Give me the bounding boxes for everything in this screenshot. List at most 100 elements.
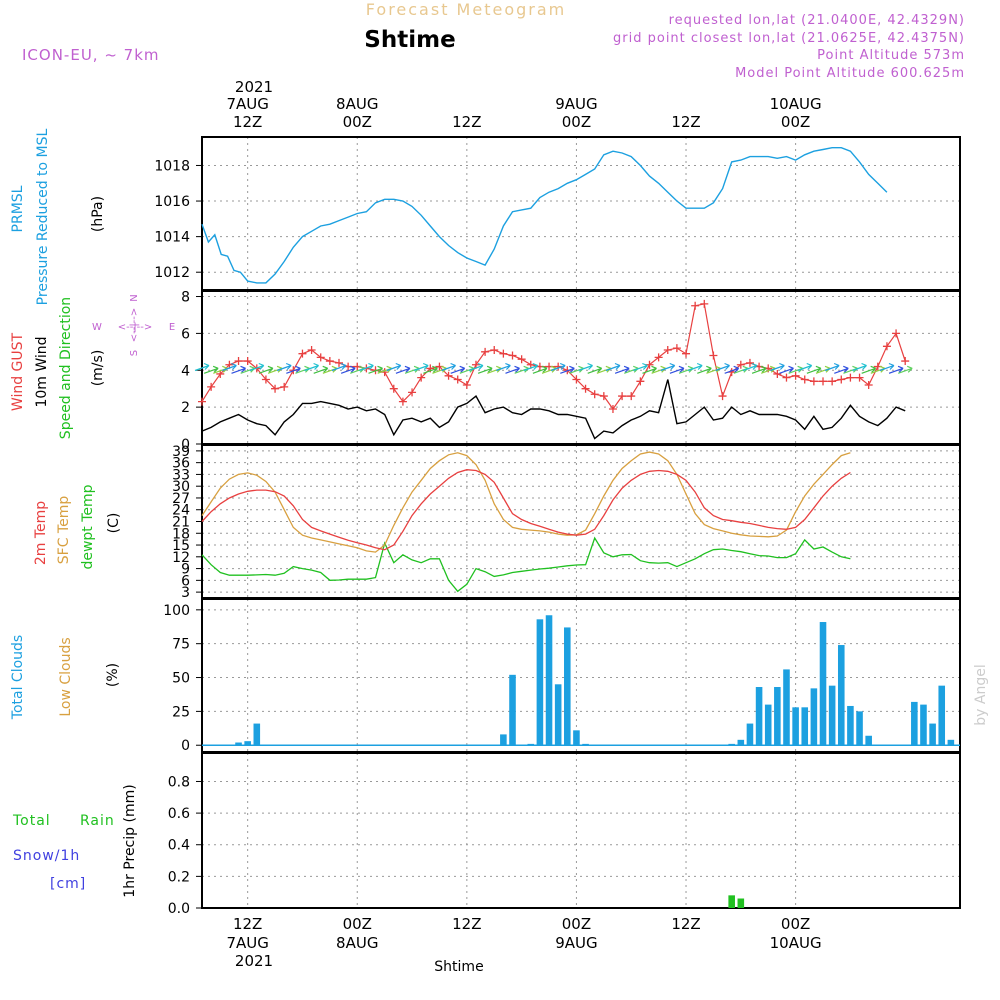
wind-direction-arrow <box>194 362 210 372</box>
snow-label: Snow/1h <box>13 848 80 864</box>
cloud-bar <box>235 742 242 746</box>
compass-vertical: <--|--> <box>129 308 140 343</box>
compass-north: N <box>129 294 140 301</box>
wind-direction-arrow <box>888 365 904 374</box>
wind-direction-arrow <box>222 362 237 372</box>
wind-direction-arrow <box>824 362 840 372</box>
compass-east: E <box>169 322 175 333</box>
y-tick-label: 6 <box>181 573 190 589</box>
temp-2m-label: 2m Temp <box>33 501 49 565</box>
compass-horizontal: <--|--> <box>118 322 153 333</box>
y-tick-label: 6 <box>181 326 190 342</box>
y-tick-label: 30 <box>172 479 190 495</box>
cloud-bar <box>573 730 580 746</box>
gust-marker <box>325 357 334 366</box>
gust-marker <box>846 373 855 382</box>
y-tick-label: 100 <box>163 603 190 619</box>
compass-west: W <box>92 322 102 333</box>
cloud-bar <box>554 684 562 746</box>
cloud-bar <box>938 685 946 746</box>
cloud-bar <box>764 704 772 746</box>
wind-direction-arrow <box>304 362 320 372</box>
gust-marker <box>234 357 243 366</box>
precip-panel: 0.0 0.2 0.4 0.6 0.8 <box>168 752 961 917</box>
compass-south: S <box>129 350 140 356</box>
temp-2m-line <box>201 469 851 551</box>
wind-direction-arrow <box>861 365 877 374</box>
gust-marker <box>517 355 526 364</box>
wind-direction-arrow <box>331 362 347 372</box>
wind-direction-arrow <box>258 365 274 374</box>
requested-coords: requested lon,lat (21.0400E, 42.4329N) <box>669 13 965 28</box>
precip-unit: 1hr Precip (mm) <box>122 784 138 897</box>
gust-marker <box>819 377 828 386</box>
bottom-hour-label: 00Z <box>562 915 591 933</box>
credit-label: by Angel <box>973 664 989 725</box>
bottom-day-label: 7AUG <box>226 934 268 952</box>
footer-label: Shtime <box>434 959 483 975</box>
pressure-unit: (hPa) <box>90 196 106 232</box>
gust-marker <box>444 371 453 380</box>
y-tick-label: 2 <box>181 400 190 416</box>
y-tick-label: 1014 <box>154 230 190 246</box>
gust-marker <box>855 373 864 382</box>
gust-marker <box>709 351 718 360</box>
wind-direction-arrow <box>669 365 685 374</box>
gust-marker <box>389 384 398 393</box>
y-tick-label: 27 <box>172 491 190 507</box>
wind-speed-label: Speed and Direction <box>58 297 74 439</box>
wind-direction-arrow <box>386 362 402 372</box>
cloud-bar <box>828 685 836 746</box>
cloud-bar <box>536 619 544 746</box>
grid-point-coords: grid point closest lon,lat (21.0625E, 42… <box>613 31 965 46</box>
wind-10m-label: 10m Wind <box>34 336 50 407</box>
cloud-bar <box>564 627 571 746</box>
dewpoint-line <box>201 536 851 593</box>
temp-sfc-label: SFC Temp <box>56 496 72 565</box>
gust-marker <box>901 357 910 366</box>
gust-marker <box>298 349 307 358</box>
model-altitude: Model Point Altitude 600.625m <box>735 66 965 81</box>
cloud-bar <box>527 743 535 746</box>
gust-marker <box>198 397 206 406</box>
cloud-bar <box>819 622 827 746</box>
gust-marker <box>499 349 508 358</box>
cloud-bar <box>847 705 854 746</box>
y-tick-label: 24 <box>172 503 190 519</box>
wind-direction-arrow <box>496 362 511 372</box>
gust-marker <box>207 382 216 391</box>
wind-unit: (m/s) <box>90 350 106 387</box>
cloud-bar <box>929 723 936 746</box>
wind-direction-arrow <box>797 362 813 372</box>
wind-direction-arrow <box>560 365 575 374</box>
cloud-bar <box>500 734 507 746</box>
bottom-hour-label: 12Z <box>233 915 262 933</box>
wind-direction-arrow <box>834 365 849 374</box>
gust-marker <box>243 357 252 366</box>
gust-marker <box>636 377 645 386</box>
cloud-bar <box>737 739 745 746</box>
gust-marker <box>316 353 325 362</box>
temp-unit: (C) <box>106 513 122 534</box>
temp-dew-label: dewpt Temp <box>80 484 96 569</box>
wind-direction-arrow <box>852 362 867 372</box>
wind-direction-arrow <box>423 365 438 374</box>
wind-direction-arrow <box>879 362 895 372</box>
wind-direction-arrow <box>806 365 822 374</box>
gust-marker <box>490 345 499 354</box>
wind-direction-arrow <box>898 365 913 374</box>
y-tick-label: 0 <box>181 738 190 754</box>
gust-marker <box>271 384 280 393</box>
top-day-label: 8AUG <box>336 95 378 113</box>
clouds-unit: (%) <box>105 663 121 687</box>
y-tick-label: 1018 <box>154 158 190 174</box>
cloud-bar <box>947 739 955 746</box>
gust-marker <box>627 392 636 401</box>
cloud-bar <box>920 704 927 746</box>
wind-gust-line <box>201 303 906 411</box>
y-tick-label: 9 <box>181 562 190 578</box>
bottom-year: 2021 <box>235 952 273 970</box>
wind-direction-arrow <box>249 362 265 372</box>
y-tick-label: 21 <box>172 515 190 531</box>
